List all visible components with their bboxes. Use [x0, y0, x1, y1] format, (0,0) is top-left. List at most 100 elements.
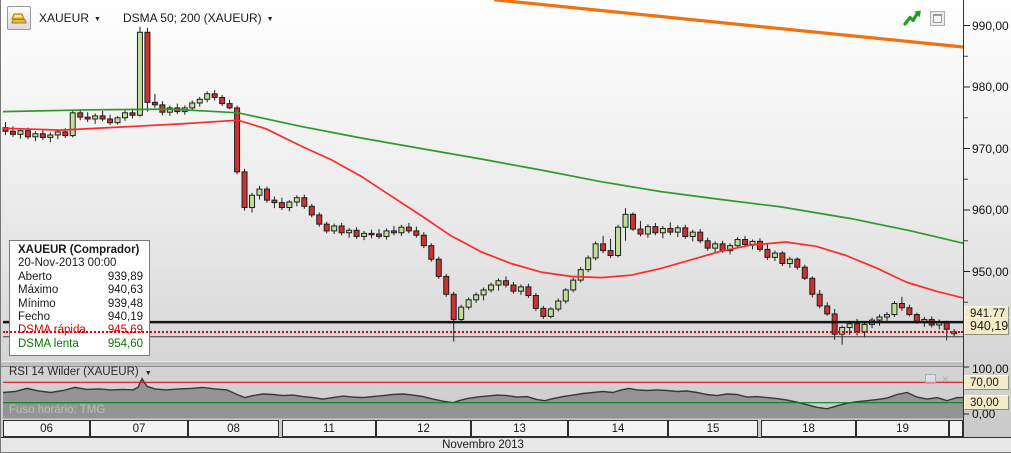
candle-bear — [779, 252, 786, 265]
candle-bull — [644, 226, 651, 235]
candle-bear — [667, 227, 674, 233]
candle-bull — [570, 279, 577, 291]
rsi-tag-70: 70,00 — [964, 375, 1009, 390]
candle-bear — [794, 258, 801, 268]
candle-bear — [129, 112, 136, 116]
price-axis-separator — [963, 0, 964, 452]
candle-bear — [77, 112, 84, 118]
chevron-down-icon[interactable]: ▼ — [144, 369, 152, 377]
day-cell[interactable]: 15 — [668, 420, 758, 437]
candle-bear — [809, 277, 816, 295]
close-panel-icon[interactable]: × — [942, 372, 950, 386]
candle-bear — [323, 223, 330, 232]
dsma-fast-line — [2, 119, 964, 299]
candle-bear — [151, 101, 158, 106]
panel-divider[interactable] — [1, 361, 963, 367]
candle-bear — [682, 227, 689, 237]
candle-bear — [9, 130, 16, 135]
quick-trade-arrow-icon[interactable] — [902, 8, 923, 28]
minimize-panel-icon[interactable] — [925, 374, 936, 384]
candle-bull — [47, 134, 54, 138]
candle-bull — [383, 230, 390, 237]
candle-bear — [532, 294, 539, 309]
candle-bull — [555, 300, 562, 310]
candle-bear — [278, 202, 285, 209]
candle-bear — [629, 213, 636, 230]
candle-bear — [906, 307, 913, 316]
candle-bull — [622, 213, 629, 228]
candle-bear — [898, 302, 905, 309]
candle-bear — [443, 275, 450, 295]
candle-bull — [734, 239, 741, 247]
day-cell[interactable]: 11 — [282, 420, 376, 437]
candle-bull — [361, 232, 368, 237]
candle-bull — [495, 280, 502, 286]
candle-bear — [390, 230, 397, 234]
symbol-icon-button[interactable] — [7, 6, 31, 30]
candle-bear — [697, 231, 704, 242]
day-cell[interactable]: 13 — [471, 420, 568, 437]
candle-bull — [398, 226, 405, 234]
candle-bear — [219, 96, 226, 105]
candle-bull — [712, 243, 719, 249]
candle-bear — [652, 226, 659, 234]
candle-bear — [405, 226, 412, 232]
chevron-down-icon[interactable]: ▼ — [266, 15, 274, 23]
day-cell[interactable]: 18 — [761, 420, 856, 437]
day-cell[interactable]: 12 — [376, 420, 471, 437]
candle-bear — [413, 230, 420, 236]
tooltip-row: Máximo 940,63 — [18, 284, 143, 297]
candle-bear — [420, 234, 427, 247]
day-cell[interactable]: 06 — [3, 420, 90, 437]
candle-bull — [786, 258, 793, 265]
tooltip-row: Aberto 939,89 — [18, 270, 143, 283]
price-axis-label: 990,00 — [972, 18, 1009, 33]
candle-bear — [263, 188, 270, 201]
candle-bull — [249, 194, 256, 209]
symbol-selector[interactable]: XAUEUR — [39, 11, 90, 25]
price-tag-last: 940,19 — [964, 317, 1009, 335]
candle-bear — [637, 228, 644, 235]
month-label: Novembro 2013 — [442, 439, 524, 451]
restore-window-icon[interactable] — [930, 10, 945, 26]
timezone-watermark: Fuso horário: TMG — [9, 404, 106, 416]
candle-bull — [891, 302, 898, 316]
candle-bull — [293, 197, 300, 203]
tooltip-row: Mínimo 939,48 — [18, 297, 143, 310]
candle-bull — [547, 308, 554, 317]
candle-bull — [480, 289, 487, 296]
candle-bear — [316, 214, 323, 225]
rsi-indicator-header[interactable]: RSI 14 Wilder (XAUEUR) ▼ — [9, 366, 152, 378]
candle-bear — [211, 93, 218, 98]
candle-bull — [69, 112, 76, 137]
candle-bear — [308, 205, 315, 216]
candle-bear — [719, 243, 726, 252]
rsi-axis-100: 100,00 — [972, 362, 1009, 376]
day-cell[interactable]: 14 — [568, 420, 668, 437]
day-cell[interactable]: 08 — [188, 420, 279, 437]
candle-bear — [24, 130, 31, 138]
candle-bull — [465, 299, 472, 308]
chevron-down-icon[interactable]: ▼ — [94, 15, 101, 23]
candle-bull — [659, 227, 666, 234]
candle-bull — [17, 130, 24, 135]
candle-bear — [241, 171, 248, 209]
candle-bear — [301, 197, 308, 207]
candle-bull — [771, 252, 778, 258]
candle-bull — [189, 102, 196, 109]
day-cell[interactable] — [949, 420, 963, 437]
month-strip: Novembro 2013 — [1, 437, 1011, 452]
indicator-selector[interactable]: DSMA 50; 200 (XAUEUR) — [122, 11, 262, 25]
candle-bear — [502, 280, 509, 286]
candle-bear — [234, 107, 241, 173]
rsi-axis-0: 0,00 — [972, 407, 996, 421]
candle-bear — [831, 313, 838, 335]
day-cell[interactable]: 19 — [856, 420, 949, 437]
rsi-tag-30: 30,00 — [964, 395, 1009, 410]
candle-bull — [577, 269, 584, 281]
candle-bull — [346, 229, 353, 234]
ohlc-tooltip: XAUEUR (Comprador) 20-Nov-2013 00:00 Abe… — [9, 240, 150, 357]
day-cell[interactable]: 07 — [90, 420, 188, 437]
candle-bull — [114, 117, 121, 124]
